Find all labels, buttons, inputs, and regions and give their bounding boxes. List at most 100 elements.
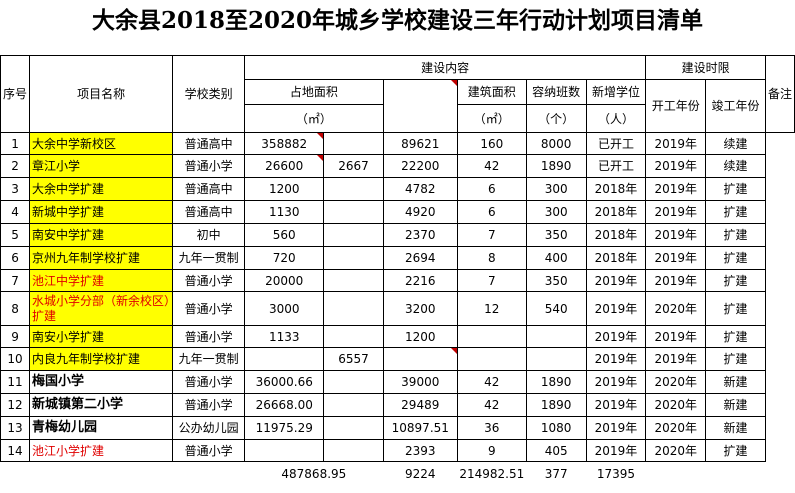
cell-remark: 新建 (705, 370, 766, 394)
cell-no: 7 (0, 269, 31, 292)
header-start: 开工年份 (645, 79, 707, 133)
cell-start: 2019年 (585, 347, 647, 371)
cell-start: 2018年 (585, 246, 647, 270)
cell-type: 九年一贯制 (172, 347, 245, 371)
cell-classes: 6 (456, 177, 527, 201)
cell-extra (323, 177, 384, 201)
cell-type: 普通高中 (172, 177, 245, 201)
header-seq: 序号 (0, 55, 31, 133)
cell-type: 普通高中 (172, 132, 245, 155)
table-row: 7 池江中学扩建 普通小学 20000 2216 7 350 2019年 2019年 扩建 (0, 269, 795, 292)
cell-remark: 新建 (705, 416, 766, 440)
cell-name: 南安中学扩建 (29, 223, 174, 247)
cell-build: 3200 (382, 291, 458, 326)
cell-build: 2694 (382, 246, 458, 270)
cell-start: 2019年 (585, 325, 647, 348)
table-row: 11 梅国小学 普通小学 36000.66 39000 42 1890 2019年 2020年新… (0, 370, 795, 394)
cell-name: 池江小学扩建 (29, 439, 174, 462)
header-type: 学校类别 (172, 55, 245, 133)
cell-no: 2 (0, 154, 31, 178)
cell-classes: 7 (456, 223, 527, 247)
cell-name: 大余中学新校区 (29, 132, 174, 155)
cell-no: 14 (0, 439, 31, 462)
cell-end: 2020年 (645, 370, 707, 394)
header-build-area: 建筑面积 (456, 79, 527, 105)
cell-seats: 350 (525, 269, 587, 292)
cell-type: 普通小学 (172, 291, 245, 326)
cell-land: 3000 (243, 291, 325, 326)
cell-no: 6 (0, 246, 31, 270)
cell-end: 2019年 (645, 325, 707, 348)
cell-no: 10 (0, 347, 31, 371)
cell-classes: 36 (456, 416, 527, 440)
cell-start: 2019年 (585, 393, 647, 417)
cell-name: 新城中学扩建 (29, 200, 174, 224)
cell-seats: 8000 (525, 132, 587, 155)
cell-build: 2370 (382, 223, 458, 247)
header-seats-unit: （人） (585, 104, 647, 133)
cell-classes (456, 347, 527, 371)
cell-remark: 续建 (705, 132, 766, 155)
cell-no: 12 (0, 393, 31, 417)
cell-start: 2019年 (585, 439, 647, 462)
cell-end: 2019年 (645, 246, 707, 270)
cell-extra: 2667 (323, 154, 384, 178)
cell-land: 1130 (243, 200, 325, 224)
cell-build: 89621 (382, 132, 458, 155)
cell-no: 9 (0, 325, 31, 348)
cell-no: 4 (0, 200, 31, 224)
cell-type: 普通小学 (172, 325, 245, 348)
table-row: 6 京州九年制学校扩建 九年一贯制 720 2694 8 400 2018年 2019年 扩建 (0, 246, 795, 270)
header-end: 竣工年份 (705, 79, 766, 133)
header-name: 项目名称 (29, 55, 174, 133)
cell-extra: 6557 (323, 347, 384, 371)
header-remark: 备注 (764, 55, 795, 133)
total-extra: 9224 (383, 461, 458, 486)
cell-extra (323, 132, 384, 155)
cell-no: 1 (0, 132, 31, 155)
project-table: 序号 项目名称 学校类别 建设内容 建设时限 备注 占地面积 建筑面积 容纳班数… (0, 55, 795, 486)
cell-build: 2216 (382, 269, 458, 292)
total-seats: 17395 (586, 461, 646, 486)
cell-end: 2019年 (645, 347, 707, 371)
cell-classes: 42 (456, 154, 527, 178)
cell-type: 普通小学 (172, 439, 245, 462)
cell-build: 2393 (382, 439, 458, 462)
cell-end: 2019年 (645, 200, 707, 224)
table-row: 9 南安小学扩建 普通小学 1133 1200 2019年 2019年 扩建 (0, 325, 795, 348)
cell-end: 2020年 (645, 439, 707, 462)
header-build-unit: （㎡） (456, 104, 527, 133)
cell-land: 11975.29 (243, 416, 325, 440)
cell-type: 普通小学 (172, 393, 245, 417)
cell-seats: 400 (525, 246, 587, 270)
cell-land: 1133 (243, 325, 325, 348)
cell-extra (323, 325, 384, 348)
cell-start: 2018年 (585, 177, 647, 201)
cell-classes: 42 (456, 370, 527, 394)
cell-end: 2020年 (645, 291, 707, 326)
cell-land: 720 (243, 246, 325, 270)
cell-type: 普通小学 (172, 370, 245, 394)
cell-land: 36000.66 (243, 370, 325, 394)
cell-name: 新城镇第二小学 (29, 393, 174, 417)
cell-type: 初中 (172, 223, 245, 247)
cell-extra (323, 291, 384, 326)
cell-remark: 新建 (705, 393, 766, 417)
cell-start: 2019年 (585, 291, 647, 326)
cell-classes: 9 (456, 439, 527, 462)
table-row: 3 大余中学扩建 普通高中 1200 4782 6 300 2018年 2019年 扩建 (0, 177, 795, 201)
cell-classes: 8 (456, 246, 527, 270)
cell-extra (323, 200, 384, 224)
cell-land (243, 347, 325, 371)
cell-remark: 扩建 (705, 439, 766, 462)
cell-start: 已开工 (585, 154, 647, 178)
cell-seats: 405 (525, 439, 587, 462)
cell-seats: 300 (525, 177, 587, 201)
header-land-area: 占地面积 (244, 79, 384, 105)
cell-end: 2020年 (645, 393, 707, 417)
header-classes-unit: （个） (525, 104, 587, 133)
cell-name: 池江中学扩建 (29, 269, 174, 292)
cell-name: 水城小学分部（新余校区）扩建 (29, 291, 174, 326)
cell-land (243, 439, 325, 462)
total-land: 487868.95 (244, 461, 384, 486)
